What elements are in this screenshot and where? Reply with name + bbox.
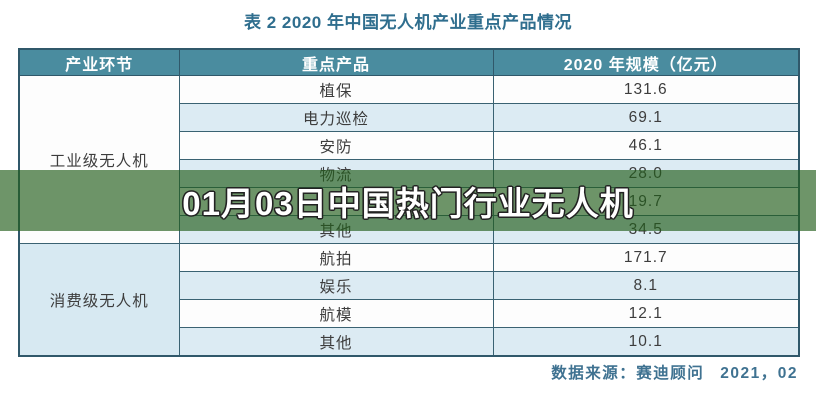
- value-cell: 69.1: [492, 103, 800, 132]
- product-cell: 航拍: [178, 243, 494, 272]
- product-cell: 其他: [178, 327, 494, 357]
- category-consumer-drone: 消费级无人机: [18, 243, 180, 357]
- value-cell: 8.1: [492, 271, 800, 300]
- table-title: 表 2 2020 年中国无人机产业重点产品情况: [244, 13, 572, 32]
- product-cell: 安防: [178, 131, 494, 160]
- value-cell: 12.1: [492, 299, 800, 328]
- value-cell: 131.6: [492, 75, 800, 104]
- table-row: 航模 12.1: [19, 299, 800, 328]
- value-cell: 46.1: [492, 131, 800, 160]
- col-header-key-product: 重点产品: [178, 48, 494, 76]
- value-cell: 171.7: [492, 243, 800, 272]
- data-source: 数据来源：赛迪顾问 2021，02: [551, 361, 798, 383]
- col-header-2020-scale: 2020 年规模（亿元）: [492, 48, 800, 76]
- table-row: 其他 10.1: [19, 327, 800, 357]
- header-row: 产业环节 重点产品 2020 年规模（亿元）: [18, 48, 800, 76]
- table-row: 娱乐 8.1: [19, 271, 800, 300]
- product-cell: 电力巡检: [178, 103, 494, 132]
- source-label: 数据来源：赛迪顾问: [551, 365, 705, 382]
- source-date: 2021，02: [720, 365, 798, 382]
- watermark-banner: 01月03日中国热门行业无人机: [0, 170, 816, 231]
- value-cell: 10.1: [492, 327, 800, 357]
- table-row: 工业级无人机 植保 131.6: [18, 75, 800, 244]
- col-header-industry-segment: 产业环节: [18, 48, 180, 76]
- table-row: 消费级无人机 航拍 171.7: [18, 243, 800, 357]
- product-cell: 娱乐: [178, 271, 494, 300]
- product-cell: 植保: [178, 75, 494, 104]
- table-row: 安防 46.1: [19, 131, 800, 160]
- product-cell: 航模: [178, 299, 494, 328]
- watermark-text: 01月03日中国热门行业无人机: [182, 184, 634, 222]
